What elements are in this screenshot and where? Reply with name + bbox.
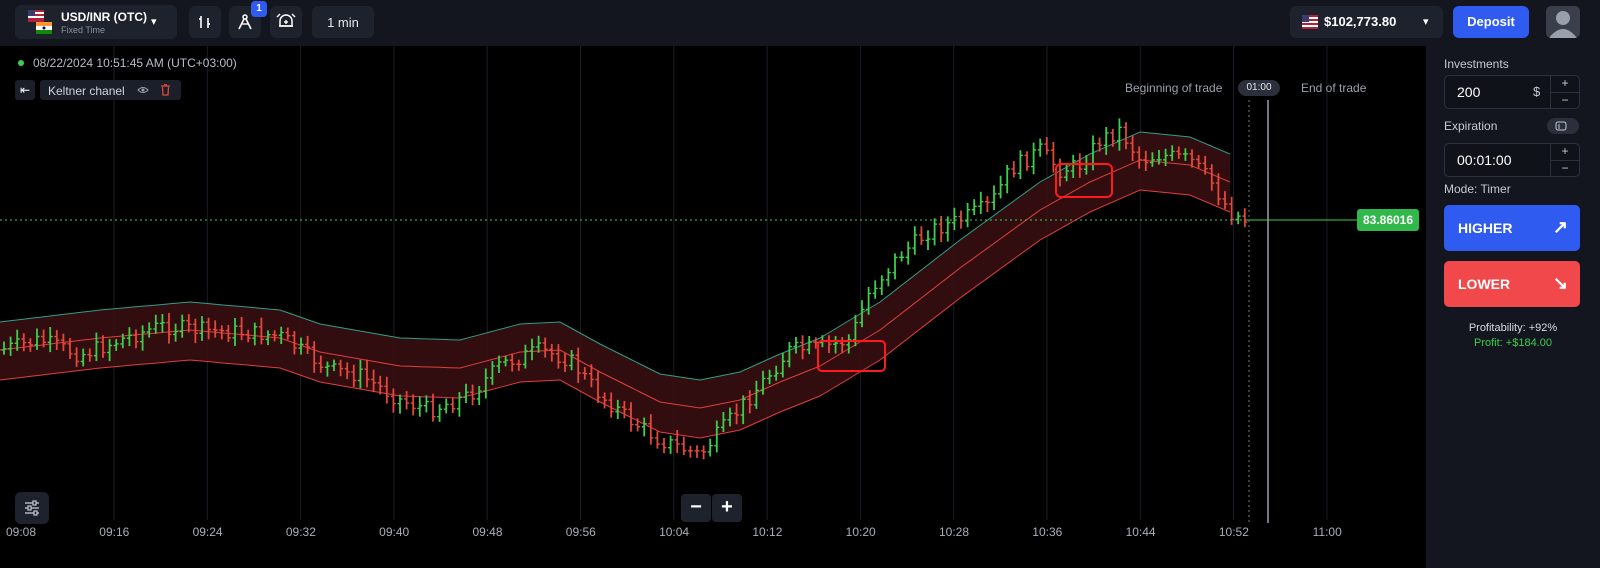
asset-type: Fixed Time (61, 25, 106, 35)
expiration-value: 00:01:00 (1457, 152, 1512, 168)
price-chart[interactable] (0, 46, 1426, 568)
zoom-in-button[interactable]: + (712, 494, 742, 522)
keltner-upper-line (0, 131, 1231, 381)
zoom-out-button[interactable]: − (681, 494, 711, 522)
increase-investment-button[interactable]: + (1551, 76, 1579, 93)
time-tick-label: 09:56 (565, 525, 596, 539)
time-tick-label: 10:44 (1125, 525, 1156, 539)
lower-button[interactable]: LOWER ↘ (1444, 261, 1580, 307)
time-tick-label: 10:20 (845, 525, 876, 539)
time-tick-label: 11:00 (1312, 525, 1342, 539)
deposit-button[interactable]: Deposit (1453, 6, 1529, 38)
time-tick-label: 09:32 (285, 525, 316, 539)
time-tick-label: 09:40 (379, 525, 410, 539)
chart-settings-button[interactable] (15, 492, 49, 524)
indicator-pill[interactable]: Keltner chanel (40, 80, 181, 100)
end-of-trade-label: End of trade (1301, 81, 1367, 95)
asset-name: USD/INR (OTC) (61, 10, 147, 24)
profit-text: Profit: +$184.00 (1474, 337, 1552, 349)
arrow-up-right-icon: ↗ (1552, 217, 1568, 237)
decrease-investment-button[interactable]: − (1561, 93, 1569, 107)
asset-selector[interactable]: USD/INR (OTC) Fixed Time ▾ (15, 5, 177, 39)
trade-panel: Investments 200 $ + − Expiration 00:01:0… (1426, 46, 1600, 568)
collapse-indicators-icon[interactable]: ⇤ (15, 80, 35, 100)
expiration-mode-toggle[interactable] (1547, 118, 1579, 134)
chart-area[interactable]: 08/22/2024 10:51:45 AM (UTC+03:00) ⇤ Kel… (0, 46, 1426, 568)
user-icon (1549, 11, 1577, 38)
highlight-box-2 (1055, 163, 1113, 198)
balance-value: $102,773.80 (1324, 14, 1397, 29)
increase-expiration-button[interactable]: + (1551, 144, 1579, 161)
alarm-plus-icon (276, 13, 296, 27)
time-tick-label: 10:12 (752, 525, 783, 539)
alerts-button[interactable] (270, 6, 302, 38)
usd-inr-flag-icon (28, 10, 52, 34)
indicator-count-badge: 1 (251, 1, 267, 17)
timeframe-selector[interactable]: 1 min (312, 6, 374, 38)
keltner-lower-line (0, 189, 1231, 439)
candles-icon (199, 16, 210, 28)
highlight-box-1 (817, 340, 886, 372)
time-tick-label: 10:36 (1032, 525, 1063, 539)
currency-symbol: $ (1533, 84, 1541, 99)
account-balance-selector[interactable]: $102,773.80 ▾ (1290, 6, 1443, 38)
time-tick-label: 10:52 (1218, 525, 1249, 539)
usd-flag-icon (1302, 15, 1318, 29)
compass-icon (238, 14, 252, 30)
flag-icon (1555, 121, 1567, 131)
current-price-tag: 83.86016 (1357, 209, 1419, 231)
time-tick-label: 09:48 (472, 525, 503, 539)
investment-input[interactable]: 200 $ + − (1444, 75, 1580, 109)
higher-label: HIGHER (1458, 220, 1513, 236)
investment-stepper[interactable]: + − (1550, 76, 1579, 108)
keltner-channel-fill (0, 132, 1230, 438)
chevron-down-icon: ▾ (1423, 16, 1429, 28)
investment-value: 200 (1457, 84, 1481, 100)
trade-timer-badge: 01:00 (1238, 80, 1280, 96)
time-tick-label: 09:24 (192, 525, 223, 539)
expiration-label: Expiration (1444, 119, 1498, 133)
profitability-text: Profitability: +92% (1468, 322, 1558, 334)
time-tick-label: 10:04 (659, 525, 690, 539)
time-tick-label: 09:08 (5, 525, 37, 539)
indicator-name: Keltner chanel (48, 84, 125, 98)
live-indicator-icon (18, 60, 24, 66)
candlestick-series (1, 118, 1248, 460)
expiration-stepper[interactable]: + − (1550, 144, 1579, 176)
investments-label: Investments (1444, 57, 1509, 71)
eye-icon[interactable] (137, 85, 149, 95)
time-tick-label: 10:28 (938, 525, 970, 539)
avatar[interactable] (1546, 6, 1580, 38)
time-tick-label: 09:16 (99, 525, 130, 539)
trash-icon[interactable] (160, 84, 171, 96)
beginning-of-trade-label: Beginning of trade (1125, 81, 1223, 95)
sliders-icon (25, 500, 39, 516)
keltner-middle-line (0, 159, 1231, 409)
chart-datetime: 08/22/2024 10:51:45 AM (UTC+03:00) (33, 56, 237, 70)
mode-label: Mode: Timer (1444, 182, 1511, 196)
top-bar: USD/INR (OTC) Fixed Time ▾ 1 1 min (0, 0, 1600, 46)
arrow-down-right-icon: ↘ (1552, 273, 1568, 293)
chart-type-button[interactable] (189, 6, 221, 38)
chevron-down-icon: ▾ (151, 16, 157, 28)
decrease-expiration-button[interactable]: − (1561, 161, 1569, 175)
lower-label: LOWER (1458, 276, 1511, 292)
higher-button[interactable]: HIGHER ↗ (1444, 205, 1580, 251)
expiration-input[interactable]: 00:01:00 + − (1444, 143, 1580, 177)
